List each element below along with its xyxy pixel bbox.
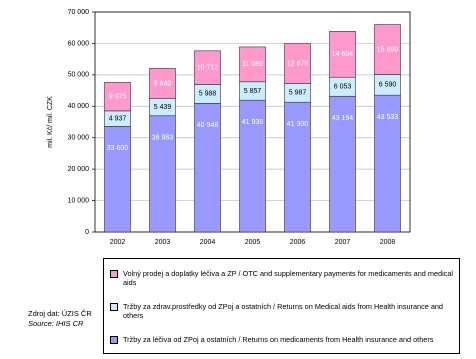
y-axis-label: mil. Kč/ mil. CZK <box>47 96 54 148</box>
x-tick-label: 2007 <box>335 239 351 246</box>
bar-segment <box>374 94 401 233</box>
bar-segment <box>284 101 311 233</box>
y-tick-label: 20 000 <box>68 166 90 173</box>
y-tick-label: 60 000 <box>68 40 90 47</box>
x-tick-label: 2002 <box>110 239 126 246</box>
source-line: Zdroj dat: ÚZIS ČR <box>28 309 92 318</box>
legend-label: Tržby za léčiva od ZPoj a ostatních / Re… <box>123 334 434 344</box>
y-tick-label: 10 000 <box>68 197 90 204</box>
bar-segment <box>329 31 356 78</box>
source-line: Source: IHIS CR <box>28 319 84 328</box>
bar-segment <box>149 115 176 233</box>
value-label: 6 590 <box>379 82 397 89</box>
legend-label: Volný prodej a doplatky léčiva a ZP / OT… <box>123 268 454 287</box>
legend-label: Tržby za zdrav.prostředky od ZPoj a osta… <box>123 301 443 320</box>
y-tick-label: 40 000 <box>68 103 90 110</box>
value-label: 9 640 <box>154 80 172 87</box>
bar-segment <box>239 46 266 83</box>
x-tick-label: 2003 <box>155 239 171 246</box>
bar-segment <box>104 126 131 233</box>
value-label: 5 439 <box>154 104 172 111</box>
y-tick-label: 0 <box>85 229 89 236</box>
legend-swatch <box>110 269 118 278</box>
value-label: 5 857 <box>244 88 262 95</box>
bar-segment <box>194 103 221 233</box>
value-label: 36 983 <box>152 135 174 142</box>
bar-segment <box>104 82 131 112</box>
value-label: 4 937 <box>109 115 127 122</box>
legend-entry: Volný prodej a doplatky léčiva a ZP / OT… <box>110 269 453 287</box>
y-tick-label: 50 000 <box>68 72 90 79</box>
x-tick-label: 2005 <box>245 239 261 246</box>
bar-segment <box>194 50 221 85</box>
value-label: 43 194 <box>332 115 354 122</box>
bar-segment <box>149 68 176 99</box>
value-label: 9 075 <box>109 93 127 100</box>
y-tick-label: 30 000 <box>68 135 90 142</box>
y-tick-label: 70 000 <box>68 9 90 16</box>
bar-segment <box>374 24 401 75</box>
legend-entry: Tržby za léčiva od ZPoj a ostatních / Re… <box>110 335 453 344</box>
value-label: 40 948 <box>197 122 219 129</box>
x-tick-label: 2006 <box>290 239 306 246</box>
value-label: 41 300 <box>287 121 309 128</box>
x-tick-label: 2004 <box>200 239 216 246</box>
legend-entry: Tržby za zdrav.prostředky od ZPoj a osta… <box>110 302 453 320</box>
value-label: 12 676 <box>287 60 309 67</box>
bar-segment <box>284 43 311 84</box>
value-label: 10 712 <box>197 64 219 71</box>
value-label: 6 053 <box>334 84 352 91</box>
bar-segment <box>239 99 266 233</box>
legend: Tržby za léčiva od ZPoj a ostatních / Re… <box>103 258 460 354</box>
value-label: 33 600 <box>107 145 129 152</box>
value-label: 15 899 <box>377 46 399 53</box>
value-label: 14 604 <box>332 51 354 58</box>
chart: mil. Kč/ mil. CZK 0 10 000 20 000 30 000 40 … <box>47 9 411 246</box>
value-label: 11 089 <box>242 61 263 68</box>
value-label: 41 936 <box>242 119 264 126</box>
value-label: 43 533 <box>377 114 399 121</box>
legend-swatch <box>110 335 118 344</box>
x-tick-label: 2008 <box>380 239 396 246</box>
value-label: 5 987 <box>289 90 307 97</box>
value-label: 5 988 <box>199 91 217 98</box>
bar-segment <box>329 95 356 233</box>
legend-swatch <box>110 302 118 311</box>
